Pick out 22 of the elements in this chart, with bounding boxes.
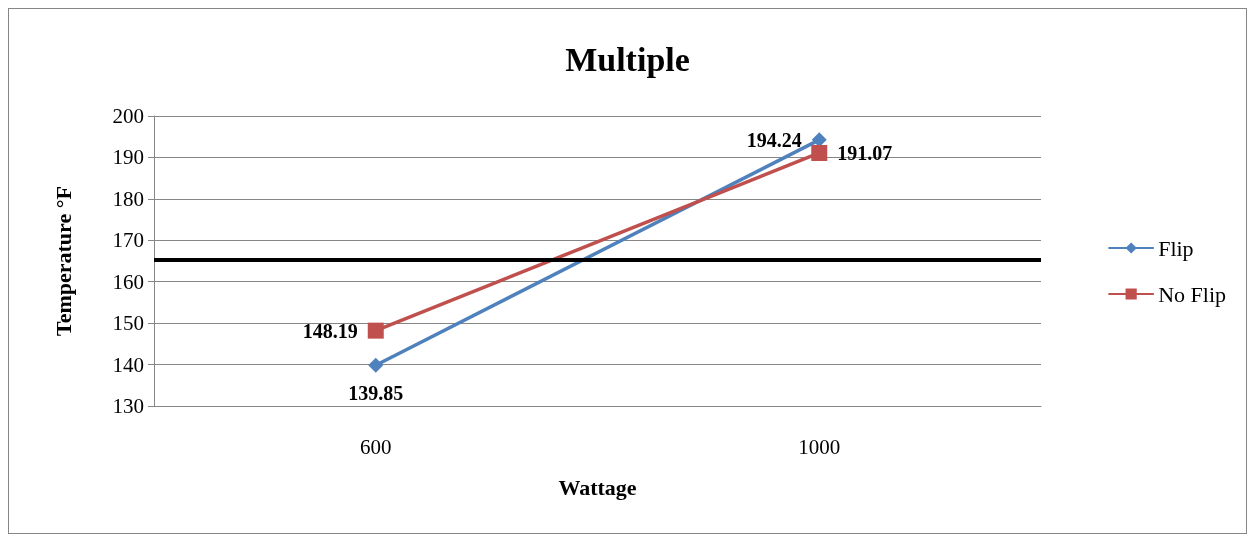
data-label: 148.19 xyxy=(302,319,358,342)
y-tick-label: 180 xyxy=(112,186,144,211)
y-tick-label: 140 xyxy=(112,352,144,377)
x-tick-label: 600 xyxy=(360,434,392,459)
point xyxy=(367,322,384,339)
y-axis-title: Temperature °F xyxy=(50,186,76,336)
x-tick-label: 1000 xyxy=(798,434,841,459)
y-tick-label: 160 xyxy=(112,269,144,294)
chart-title: Multiple xyxy=(565,40,690,78)
legend-label: Flip xyxy=(1158,235,1194,261)
data-label: 191.07 xyxy=(837,142,893,164)
y-tick-label: 190 xyxy=(112,145,144,170)
x-axis-title: Wattage xyxy=(558,474,637,500)
point xyxy=(811,145,828,161)
y-tick-label: 200 xyxy=(112,104,144,128)
point xyxy=(368,357,384,373)
data-label: 139.85 xyxy=(348,381,404,404)
data-label: 194.24 xyxy=(746,128,802,151)
y-tick-label: 130 xyxy=(112,394,144,418)
legend-label: No Flip xyxy=(1158,281,1227,307)
y-tick-label: 170 xyxy=(112,228,144,253)
y-tick-label: 150 xyxy=(112,311,144,336)
